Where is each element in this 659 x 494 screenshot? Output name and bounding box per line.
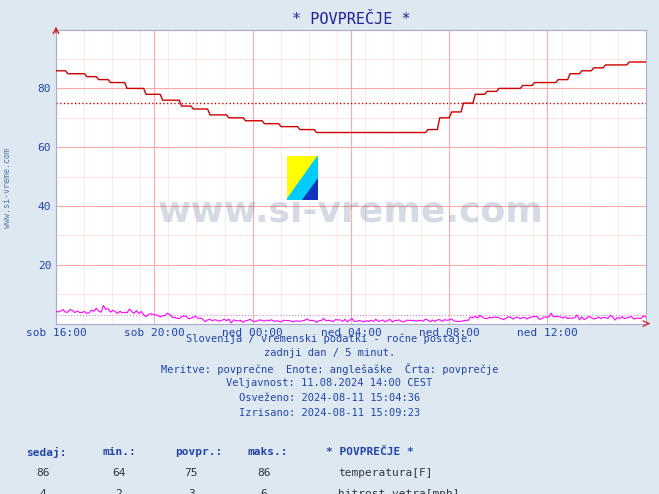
Text: 86: 86 bbox=[36, 468, 49, 478]
Text: povpr.:: povpr.: bbox=[175, 447, 222, 457]
Text: Veljavnost: 11.08.2024 14:00 CEST: Veljavnost: 11.08.2024 14:00 CEST bbox=[227, 378, 432, 388]
Text: 2: 2 bbox=[115, 489, 122, 494]
Polygon shape bbox=[302, 178, 318, 200]
Text: temperatura[F]: temperatura[F] bbox=[338, 468, 432, 478]
Text: 64: 64 bbox=[112, 468, 125, 478]
Text: 6: 6 bbox=[260, 489, 267, 494]
Text: sedaj:: sedaj: bbox=[26, 447, 67, 458]
Text: Slovenija / vremenski podatki - ročne postaje.: Slovenija / vremenski podatki - ročne po… bbox=[186, 333, 473, 344]
Polygon shape bbox=[287, 156, 318, 200]
Text: 86: 86 bbox=[257, 468, 270, 478]
Text: 75: 75 bbox=[185, 468, 198, 478]
Text: 3: 3 bbox=[188, 489, 194, 494]
Text: www.si-vreme.com: www.si-vreme.com bbox=[158, 195, 544, 229]
Title: * POVPREČJE *: * POVPREČJE * bbox=[291, 12, 411, 27]
Text: Osveženo: 2024-08-11 15:04:36: Osveženo: 2024-08-11 15:04:36 bbox=[239, 393, 420, 403]
Text: hitrost vetra[mph]: hitrost vetra[mph] bbox=[338, 489, 459, 494]
Text: Meritve: povprečne  Enote: anglešaške  Črta: povprečje: Meritve: povprečne Enote: anglešaške Črt… bbox=[161, 363, 498, 375]
Text: zadnji dan / 5 minut.: zadnji dan / 5 minut. bbox=[264, 348, 395, 358]
Text: Izrisano: 2024-08-11 15:09:23: Izrisano: 2024-08-11 15:09:23 bbox=[239, 408, 420, 417]
Text: min.:: min.: bbox=[102, 447, 136, 457]
Text: www.si-vreme.com: www.si-vreme.com bbox=[3, 148, 13, 228]
Polygon shape bbox=[287, 156, 318, 200]
Text: * POVPREČJE *: * POVPREČJE * bbox=[326, 447, 414, 457]
Text: 4: 4 bbox=[40, 489, 46, 494]
Text: maks.:: maks.: bbox=[247, 447, 287, 457]
